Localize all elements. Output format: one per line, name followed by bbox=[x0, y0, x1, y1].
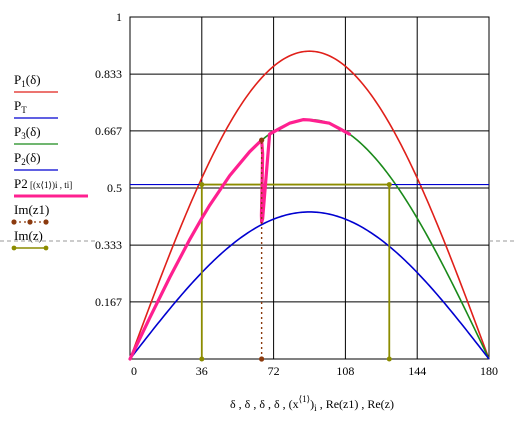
legend: P1(δ) PT P3(δ) P2(δ) P2 [(x⟨1⟩)i , ti] Im(z1)… bbox=[0, 72, 516, 251]
marks-layer bbox=[128, 117, 392, 362]
im-z1-point bbox=[259, 137, 265, 143]
series-line-p2 bbox=[129, 211, 490, 360]
im-z-line bbox=[200, 183, 391, 359]
legend-item: P1(δ) bbox=[14, 72, 58, 93]
legend-item: P2(δ) bbox=[14, 150, 58, 171]
legend-marker bbox=[43, 245, 49, 251]
im-z1-point bbox=[259, 356, 265, 362]
im-z-point bbox=[386, 356, 392, 362]
x-axis-label-text: δ , δ , δ , δ , (x⟨1⟩)i , Re(z1) , Re(z) bbox=[230, 394, 394, 413]
legend-label: P2 [(x⟨1⟩)i , ti] bbox=[14, 176, 72, 191]
y-tick-label: 1 bbox=[116, 10, 122, 24]
series-line-p1 bbox=[129, 50, 490, 360]
legend-marker bbox=[43, 219, 49, 225]
legend-item: P3(δ) bbox=[14, 124, 58, 145]
legend-item: P2 [(x⟨1⟩)i , ti] bbox=[14, 176, 88, 198]
legend-label: P3(δ) bbox=[14, 124, 41, 141]
legend-label: P2(δ) bbox=[14, 150, 41, 167]
legend-item: PT bbox=[14, 98, 58, 119]
legend-item: Im(z) bbox=[11, 228, 49, 251]
x-tick-label: 144 bbox=[408, 364, 426, 378]
y-tick-label: 0.333 bbox=[95, 238, 122, 252]
im-z-point bbox=[386, 182, 392, 188]
im-z-point bbox=[199, 356, 205, 362]
legend-marker bbox=[27, 219, 33, 225]
x-tick-label: 180 bbox=[480, 364, 498, 378]
y-tick-label: 0.833 bbox=[95, 67, 122, 81]
x-axis-label: δ , δ , δ , δ , (x⟨1⟩)i , Re(z1) , Re(z) bbox=[230, 394, 394, 413]
x-tick-label: 36 bbox=[196, 364, 208, 378]
legend-marker bbox=[11, 245, 17, 251]
tick-labels: 0.167 0.333 0.5 0.667 0.833 1 0 36 72 108 144 180 bbox=[95, 10, 498, 378]
y-tick-label: 0.667 bbox=[95, 124, 122, 138]
y-tick-label: 0.5 bbox=[107, 181, 122, 195]
legend-item: Im(z1) bbox=[11, 202, 49, 225]
im-z-point bbox=[199, 182, 205, 188]
x-tick-label: 72 bbox=[268, 364, 280, 378]
grid-lines bbox=[129, 16, 490, 360]
series-layer bbox=[129, 50, 490, 360]
x-tick-label: 108 bbox=[336, 364, 354, 378]
legend-label: Im(z) bbox=[14, 228, 43, 243]
x-tick-label: 0 bbox=[131, 364, 137, 378]
plot-frame bbox=[129, 16, 490, 360]
legend-marker bbox=[11, 219, 17, 225]
legend-label: Im(z1) bbox=[14, 202, 49, 217]
series-line-p3 bbox=[129, 118, 490, 360]
p2-trajectory-line bbox=[128, 117, 351, 361]
y-tick-label: 0.167 bbox=[95, 295, 122, 309]
legend-label: PT bbox=[14, 98, 27, 115]
legend-label: P1(δ) bbox=[14, 72, 41, 89]
